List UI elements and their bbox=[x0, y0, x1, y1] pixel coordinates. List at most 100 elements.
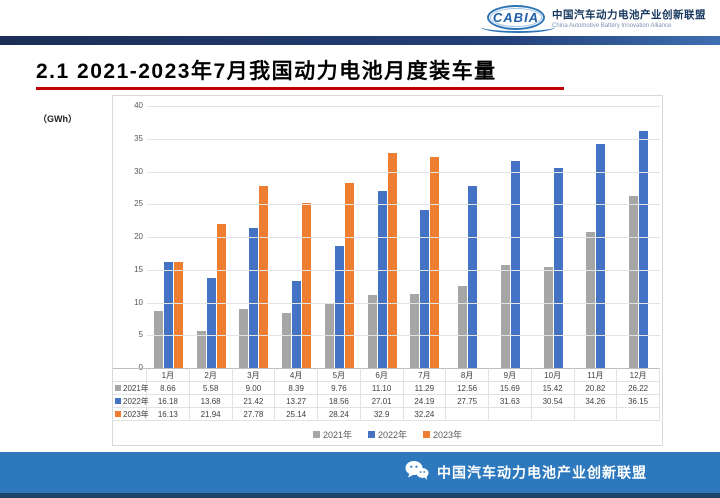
table-value-cell: 30.54 bbox=[531, 395, 575, 408]
bar-group-2月 bbox=[190, 106, 233, 368]
bar-2021年-6月 bbox=[367, 295, 377, 368]
plot-area: 0 5 10 15 20 25 30 35 40 bbox=[134, 102, 660, 372]
cabia-logo-icon: CABIA bbox=[481, 5, 555, 33]
table-value-cell: 16.13 bbox=[147, 408, 190, 421]
table-value-cell: 31.63 bbox=[489, 395, 532, 408]
series-name-label: 2023年 bbox=[123, 409, 149, 419]
gridline bbox=[147, 138, 660, 140]
table-value-cell: 32.24 bbox=[403, 408, 447, 421]
bar-2022年-5月 bbox=[334, 246, 344, 368]
bar-group-7月 bbox=[404, 106, 447, 368]
bar-group-3月 bbox=[233, 106, 276, 368]
table-value-cell bbox=[531, 408, 575, 421]
page-title: 2.1 2021-2023年7月我国动力电池月度装车量 bbox=[36, 60, 497, 83]
bar-2022年-6月 bbox=[377, 191, 387, 368]
bar-2022年-9月 bbox=[510, 160, 520, 368]
table-month-header: 5月 bbox=[318, 368, 361, 382]
table-value-cell: 9.00 bbox=[232, 382, 276, 395]
table-value-cell: 15.69 bbox=[489, 382, 532, 395]
bar-2021年-9月 bbox=[500, 265, 510, 368]
table-value-cell bbox=[489, 408, 532, 421]
gridline bbox=[147, 269, 660, 271]
y-axis-tick-label: 35 bbox=[134, 133, 143, 143]
table-value-cell: 5.58 bbox=[189, 382, 233, 395]
table-series-label: 2022年 bbox=[113, 395, 149, 408]
bar-group-4月 bbox=[275, 106, 318, 368]
bar-2021年-11月 bbox=[586, 231, 596, 368]
table-value-cell: 21.42 bbox=[232, 395, 276, 408]
bar-2021年-4月 bbox=[282, 313, 292, 368]
y-axis-tick-label: 10 bbox=[134, 297, 143, 307]
table-value-cell: 11.29 bbox=[403, 382, 447, 395]
bar-2023年-5月 bbox=[344, 183, 354, 368]
table-value-cell: 13.27 bbox=[275, 395, 318, 408]
series-color-swatch bbox=[115, 385, 121, 391]
y-axis-tick-label: 30 bbox=[134, 166, 143, 176]
bar-2023年-7月 bbox=[430, 156, 440, 368]
org-name-en: China Automotive Battery Innovation Alli… bbox=[552, 22, 672, 29]
legend-item-2021年: 2021年 bbox=[312, 428, 352, 441]
cabia-logo: CABIA 中国汽车动力电池产业创新联盟 China Automotive Ba… bbox=[481, 5, 706, 33]
footer-inner: 中国汽车动力电池产业创新联盟 bbox=[405, 460, 647, 485]
gridline bbox=[147, 204, 660, 206]
table-value-cell: 27.75 bbox=[446, 395, 489, 408]
bar-2022年-2月 bbox=[206, 278, 216, 368]
table-value-cell bbox=[574, 408, 618, 421]
table-value-cell: 15.42 bbox=[531, 382, 575, 395]
bar-group-11月 bbox=[575, 106, 618, 368]
bar-group-12月 bbox=[617, 106, 660, 368]
table-month-header: 9月 bbox=[489, 368, 532, 382]
bar-2023年-4月 bbox=[302, 203, 312, 368]
y-axis-tick-label: 5 bbox=[138, 330, 143, 340]
legend-item-2023年: 2023年 bbox=[423, 428, 462, 441]
table-series-label: 2023年 bbox=[113, 408, 149, 421]
bar-2021年-8月 bbox=[458, 285, 468, 368]
header-divider-bar bbox=[0, 36, 720, 45]
bar-group-10月 bbox=[532, 106, 575, 368]
bar-2023年-6月 bbox=[387, 152, 397, 368]
bar-2021年-10月 bbox=[543, 267, 553, 368]
legend-color-swatch bbox=[312, 431, 320, 438]
bar-group-1月 bbox=[147, 106, 190, 368]
bar-2022年-3月 bbox=[249, 227, 259, 368]
bar-2022年-12月 bbox=[639, 131, 649, 368]
legend-color-swatch bbox=[423, 431, 431, 438]
header: CABIA 中国汽车动力电池产业创新联盟 China Automotive Ba… bbox=[0, 0, 720, 36]
table-month-header: 10月 bbox=[531, 368, 575, 382]
cabia-logo-text: CABIA bbox=[492, 10, 540, 25]
table-value-cell: 25.14 bbox=[275, 408, 318, 421]
gridline bbox=[147, 302, 660, 304]
bar-group-8月 bbox=[446, 106, 489, 368]
bar-2021年-2月 bbox=[196, 331, 206, 368]
table-value-cell: 12.56 bbox=[446, 382, 489, 395]
table-month-header: 4月 bbox=[275, 368, 318, 382]
table-value-cell: 27.78 bbox=[232, 408, 276, 421]
bar-2022年-1月 bbox=[163, 262, 173, 368]
bar-2022年-7月 bbox=[420, 209, 430, 368]
y-axis-tick-label: 0 bbox=[138, 363, 143, 372]
table-value-cell: 18.56 bbox=[318, 395, 361, 408]
table-value-cell: 13.68 bbox=[189, 395, 233, 408]
gridline bbox=[147, 171, 660, 173]
gridline bbox=[147, 237, 660, 238]
y-axis-tick-label: 25 bbox=[134, 199, 143, 209]
y-axis-tick-label: 40 bbox=[134, 101, 143, 110]
y-axis-unit-label: （GWh） bbox=[38, 114, 77, 124]
table-month-header: 7月 bbox=[403, 368, 447, 382]
bar-2022年-8月 bbox=[468, 186, 478, 368]
series-name-label: 2022年 bbox=[123, 396, 149, 406]
bars-container bbox=[147, 106, 660, 368]
table-month-header: 12月 bbox=[617, 368, 660, 382]
wechat-icon bbox=[405, 460, 429, 485]
org-name-cn: 中国汽车动力电池产业创新联盟 bbox=[552, 8, 706, 21]
table-corner-cell bbox=[113, 368, 147, 382]
chart-legend: 2021年 2022年 2023年 bbox=[113, 428, 662, 441]
legend-color-swatch bbox=[367, 431, 375, 438]
org-name-block: 中国汽车动力电池产业创新联盟 China Automotive Battery … bbox=[552, 7, 706, 29]
bar-2022年-10月 bbox=[553, 167, 563, 368]
gridline bbox=[147, 335, 660, 337]
bar-group-6月 bbox=[361, 106, 404, 368]
table-value-cell: 27.01 bbox=[360, 395, 404, 408]
table-value-cell: 28.24 bbox=[318, 408, 361, 421]
